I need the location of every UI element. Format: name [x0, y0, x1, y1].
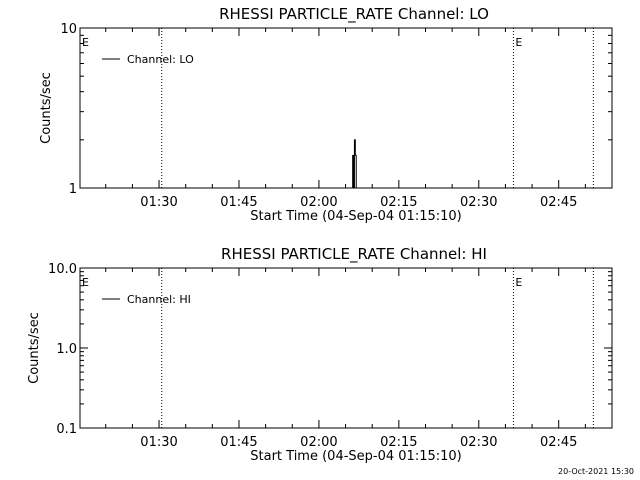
x-tick-label: 02:00 [300, 195, 337, 210]
chart-panel-2: RHESSI PARTICLE_RATE Channel: HI 0.1 1.0 10… [27, 245, 613, 464]
event-flag: E [515, 36, 522, 49]
legend-label: Channel: HI [127, 293, 191, 306]
chart-panel-1: RHESSI PARTICLE_RATE Channel: LO 1 10 01:30… [39, 5, 613, 224]
y-tick-label: 1 [69, 182, 77, 197]
x-tick-label: 02:15 [380, 435, 417, 450]
y-axis-label: Counts/sec [39, 72, 54, 144]
start-flag: E [82, 276, 89, 289]
y-tick-label: 1.0 [56, 342, 77, 357]
footer-timestamp: 20-Oct-2021 15:30 [558, 467, 634, 476]
x-axis-label: Start Time (04-Sep-04 01:15:10) [250, 209, 461, 224]
x-tick-label: 02:00 [300, 435, 337, 450]
x-tick-label: 02:30 [460, 435, 497, 450]
y-tick-label: 10.0 [48, 262, 77, 277]
y-tick-label: 0.1 [56, 422, 77, 437]
plot-frame [79, 27, 613, 189]
legend-label: Channel: LO [127, 53, 194, 66]
series-line [351, 139, 359, 189]
plot-frame [79, 267, 613, 429]
y-axis-label: Counts/sec [27, 312, 42, 384]
y-tick-label: 10 [60, 22, 77, 37]
x-tick-label: 01:30 [140, 195, 177, 210]
chart-title: RHESSI PARTICLE_RATE Channel: LO [219, 5, 489, 24]
x-axis-label: Start Time (04-Sep-04 01:15:10) [250, 449, 461, 464]
event-flag: E [515, 276, 522, 289]
x-tick-label: 01:45 [220, 435, 257, 450]
x-tick-label: 02:45 [540, 195, 577, 210]
x-tick-label: 01:45 [220, 195, 257, 210]
start-flag: E [82, 36, 89, 49]
chart-title: RHESSI PARTICLE_RATE Channel: HI [221, 245, 487, 264]
x-tick-label: 01:30 [140, 435, 177, 450]
x-tick-label: 02:45 [540, 435, 577, 450]
x-tick-label: 02:30 [460, 195, 497, 210]
x-tick-label: 02:15 [380, 195, 417, 210]
